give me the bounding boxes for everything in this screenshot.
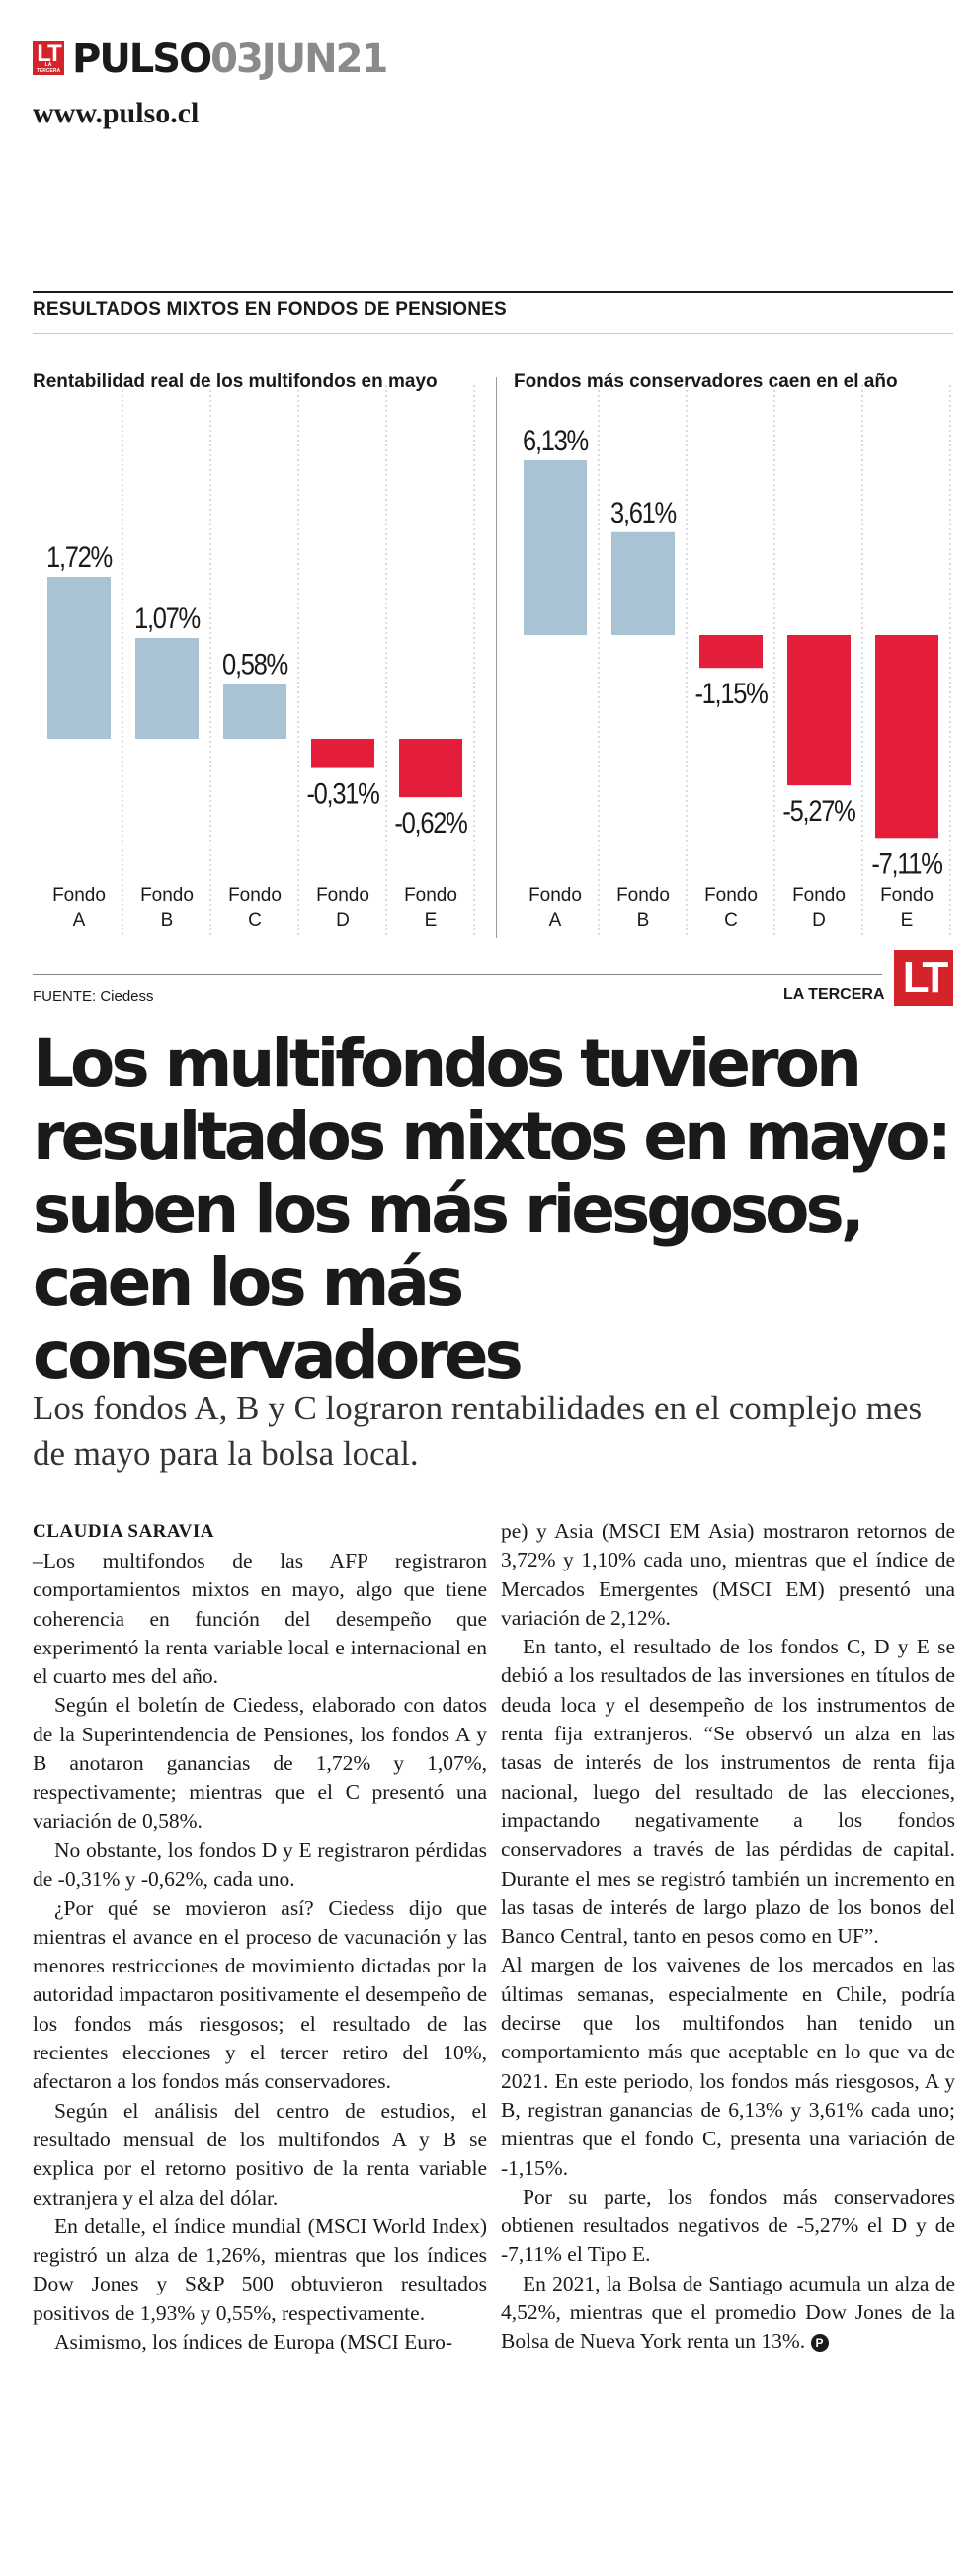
category-label: Fondo (316, 885, 369, 906)
section-name: PULSO (72, 37, 212, 82)
category-label: Fondo (52, 885, 106, 906)
category-label: Fondo (616, 885, 670, 906)
source-rule (33, 974, 882, 975)
category-label: A (73, 910, 86, 930)
article-column-1: CLAUDIA SARAVIA –Los multifondos de las … (33, 1517, 487, 2357)
data-label: -7,11% (871, 846, 942, 879)
bar-fondo-c (223, 684, 286, 739)
brand-credit: LA TERCERA (783, 986, 885, 1003)
paragraph: Al margen de los vaivenes de los mercado… (501, 1953, 955, 2180)
category-label: E (901, 910, 914, 930)
paragraph: Según el análisis del centro de estudios… (33, 2098, 487, 2210)
category-label: Fondo (228, 885, 282, 906)
logo-small-text: LA TERCERA (36, 62, 61, 74)
article-column-2: pe) y Asia (MSCI EM Asia) mostraron reto… (501, 1517, 955, 2357)
site-url: www.pulso.cl (33, 97, 200, 129)
bar-fondo-c (699, 635, 763, 669)
category-label: D (336, 910, 350, 930)
chart-divider (496, 377, 497, 938)
data-label: -5,27% (782, 794, 855, 827)
category-label: Fondo (792, 885, 846, 906)
category-label: B (637, 910, 650, 930)
category-label: Fondo (528, 885, 582, 906)
paragraph-last: En 2021, la Bolsa de Santiago acumula un… (501, 2270, 955, 2357)
data-label: 1,07% (134, 602, 200, 634)
bar-fondo-e (875, 635, 938, 839)
category-label: C (248, 910, 262, 930)
data-label: 6,13% (523, 424, 588, 456)
paragraph: No obstante, los fondos D y E registraro… (33, 1837, 487, 1892)
bar-fondo-e (399, 739, 462, 798)
category-label: Fondo (880, 885, 934, 906)
bar-fondo-b (135, 637, 199, 739)
paragraph-text: En 2021, la Bolsa de Santiago acumula un… (501, 2271, 955, 2354)
category-label: A (549, 910, 562, 930)
data-label: -0,31% (306, 777, 379, 810)
bar-fondo-d (787, 635, 851, 786)
infographic-title-rule (33, 333, 953, 334)
chart-left-title: Rentabilidad real de los multifondos en … (33, 371, 438, 392)
paragraph: En detalle, el índice mundial (MSCI Worl… (33, 2214, 487, 2325)
bar-fondo-d (311, 739, 374, 768)
logo-text: LT (37, 40, 62, 67)
data-label: 0,58% (222, 648, 287, 681)
paragraph: ¿Por qué se movieron así? Ciedess dijo q… (33, 1895, 487, 2094)
paragraph: En tanto, el resultado de los fondos C, … (501, 1635, 955, 1949)
paragraph: pe) y Asia (MSCI EM Asia) mostraron reto… (501, 1519, 955, 1630)
bar-fondo-a (524, 460, 587, 635)
deck: Los fondos A, B y C lograron rentabilida… (33, 1389, 923, 1473)
category-label: B (161, 910, 174, 930)
la-tercera-logo: LT LA TERCERA (33, 41, 64, 75)
data-label: 1,72% (46, 540, 112, 573)
source-note: FUENTE: Ciedess (33, 988, 154, 1005)
bar-fondo-b (611, 531, 675, 635)
edition-date: 03JUN21 (210, 37, 388, 82)
category-label: Fondo (404, 885, 457, 906)
data-label: -1,15% (694, 677, 768, 709)
infographic-title: RESULTADOS MIXTOS EN FONDOS DE PENSIONES (33, 299, 507, 320)
bar-charts: 1,72% Fondo A 1,07% Fondo B 0,58% Fondo C -0,31% F… (46, 385, 951, 938)
paragraph: Según el boletín de Ciedess, elaborado c… (33, 1693, 487, 1833)
paragraph: Por su parte, los fondos más conservador… (501, 2184, 955, 2267)
la-tercera-logo-large: LT (894, 950, 953, 1006)
category-label: D (812, 910, 826, 930)
infographic-top-rule (33, 291, 953, 293)
byline: CLAUDIA SARAVIA (33, 1521, 214, 1542)
category-label: Fondo (140, 885, 194, 906)
headline: Los multifondos tuvieron resultados mixt… (33, 1025, 952, 1394)
data-label: -0,62% (394, 806, 467, 839)
paragraph: Asimismo, los índices de Europa (MSCI Eu… (54, 2330, 453, 2355)
category-label: Fondo (704, 885, 758, 906)
chart-right-title: Fondos más conservadores caen en el año (514, 371, 898, 392)
paragraph: –Los multifondos de las AFP registraron … (33, 1549, 487, 1689)
data-label: 3,61% (610, 496, 676, 528)
section-title: PULSO03JUN21 (72, 37, 388, 82)
category-label: C (724, 910, 738, 930)
end-mark-icon: P (810, 2334, 829, 2353)
bar-fondo-a (47, 577, 111, 739)
category-label: E (425, 910, 438, 930)
